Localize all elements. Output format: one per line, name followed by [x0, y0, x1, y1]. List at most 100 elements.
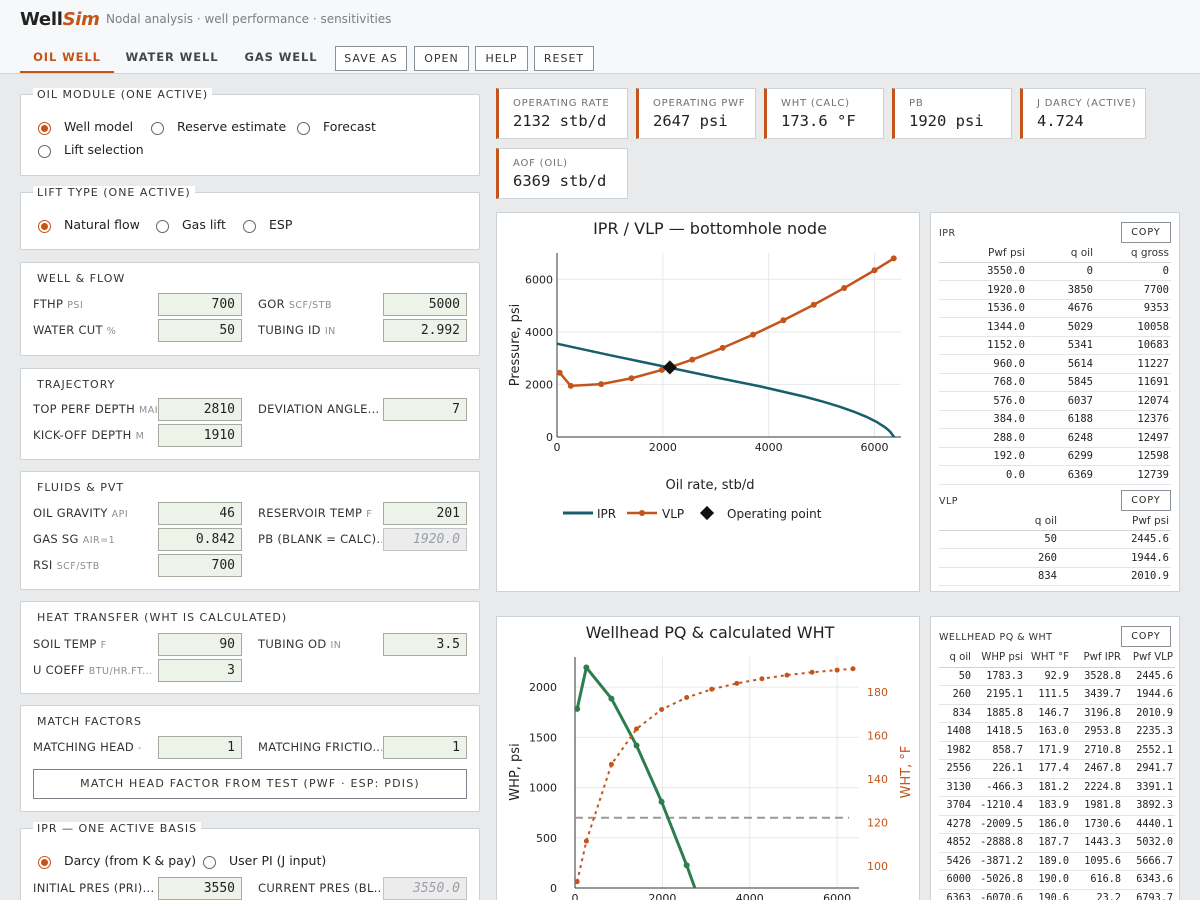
series-vlp-point	[780, 317, 786, 323]
card-label: J DARCY (ACTIVE)	[1037, 98, 1137, 109]
tubing-od-input[interactable]: 3.5	[383, 633, 467, 656]
table-cell: 12598	[1095, 447, 1171, 466]
tab-water-well[interactable]: WATER WELL	[124, 46, 220, 73]
table-cell: 1344.0	[939, 318, 1027, 337]
table-cell: 190.6	[1025, 889, 1071, 900]
table-cell: 2556	[939, 760, 973, 779]
top-perf-depth-label: TOP PERF DEPTH MAH	[33, 402, 157, 416]
deviation-angle-label: DEVIATION ANGLE...	[258, 402, 382, 416]
table-cell: 3391.1	[1123, 778, 1175, 797]
table-cell: 5029	[1027, 318, 1095, 337]
top-bar: WellSim Nodal analysis · well performanc…	[0, 0, 1200, 74]
logo-text-sim: Sim	[63, 9, 100, 30]
table-cell: 7700	[1095, 281, 1171, 300]
series-whp-point	[574, 706, 580, 712]
gor-label: GOR SCF/STB	[258, 297, 382, 311]
table-cell: 1408	[939, 723, 973, 742]
table-cell: 2467.8	[1071, 760, 1123, 779]
series-wht-point	[709, 687, 714, 692]
reservoir-temp-input[interactable]: 201	[383, 502, 467, 525]
save-as-button[interactable]: SAVE AS	[335, 46, 407, 71]
tab-oil-well[interactable]: OIL WELL	[20, 46, 114, 73]
table-row: 1920.038507700	[939, 281, 1171, 300]
tubing-id-input[interactable]: 2.992	[383, 319, 467, 342]
table-cell: 171.9	[1025, 741, 1071, 760]
table-cell: 576.0	[939, 392, 1027, 411]
table-cell: 616.8	[1071, 871, 1123, 890]
radio-dot	[243, 220, 256, 233]
y-axis-label: Pressure, psi	[508, 304, 523, 386]
table-row: 2602195.1111.53439.71944.6	[939, 686, 1175, 705]
series-wht-point	[575, 879, 580, 884]
card-wht-calc: WHT (CALC)173.6 °F	[764, 88, 884, 139]
table-row: 501783.392.93528.82445.6	[939, 667, 1175, 686]
series-whp-point	[659, 799, 665, 805]
table-cell: 226.1	[973, 760, 1025, 779]
reset-button[interactable]: RESET	[534, 46, 594, 71]
series-wht-point	[851, 666, 856, 671]
matching-friction-input[interactable]: 1	[383, 736, 467, 759]
current-pres-input[interactable]: 3550.0	[383, 877, 467, 900]
table-row: 8341885.8146.73196.82010.9	[939, 704, 1175, 723]
match-factors-panel: MATCH FACTORS MATCHING HEAD - 1 MATCHING…	[20, 705, 480, 812]
radio-label: Darcy (from K & pay)	[64, 853, 196, 868]
table-cell: 6299	[1027, 447, 1095, 466]
open-button[interactable]: OPEN	[414, 46, 469, 71]
table-cell: 0	[1095, 262, 1171, 281]
radio-label: Gas lift	[182, 217, 226, 232]
y2-tick-label: 120	[867, 817, 888, 830]
rsi-input[interactable]: 700	[158, 554, 242, 577]
matching-head-input[interactable]: 1	[158, 736, 242, 759]
col-q-oil: q oil	[939, 512, 1059, 530]
table-cell: 9353	[1095, 299, 1171, 318]
table-cell: 5614	[1027, 355, 1095, 374]
legend-vlp-marker	[639, 510, 645, 516]
u-coeff-input[interactable]: 3	[158, 659, 242, 682]
table-cell: 834	[939, 704, 973, 723]
table-cell: 0	[1027, 262, 1095, 281]
table-row: 0.0636912739	[939, 466, 1171, 485]
table-cell: 186.0	[1025, 815, 1071, 834]
table-cell: 3704	[939, 797, 973, 816]
matching-head-label: MATCHING HEAD -	[33, 740, 157, 754]
wellhead-pq-chart-panel: Wellhead PQ & calculated WHT 02000400060…	[496, 616, 920, 900]
water-cut-input[interactable]: 50	[158, 319, 242, 342]
top-perf-depth-input[interactable]: 2810	[158, 398, 242, 421]
help-button[interactable]: HELP	[475, 46, 528, 71]
match-head-factor-button[interactable]: MATCH HEAD FACTOR FROM TEST (PWF · ESP: …	[33, 769, 467, 799]
deviation-angle-input[interactable]: 7	[383, 398, 467, 421]
tab-gas-well[interactable]: GAS WELL	[242, 46, 320, 73]
gor-input[interactable]: 5000	[383, 293, 467, 316]
series-wht-point	[759, 676, 764, 681]
series-vlp-point	[811, 302, 817, 308]
kick-off-depth-input[interactable]: 1910	[158, 424, 242, 447]
pb-input[interactable]: 1920.0	[383, 528, 467, 551]
oil-gravity-input[interactable]: 46	[158, 502, 242, 525]
operating-point-marker	[663, 360, 677, 374]
vlp-table-title: VLP	[939, 496, 958, 507]
x-tick-label: 2000	[648, 892, 676, 900]
pq-table-title: WELLHEAD PQ & WHT	[939, 632, 1052, 643]
pq-table: q oil WHP psi WHT °F Pwf IPR Pwf VLP 501…	[939, 649, 1175, 900]
copy-pq-button[interactable]: COPY	[1121, 626, 1171, 647]
ipr-vlp-chart-panel: IPR / VLP — bottomhole node 020004000600…	[496, 212, 920, 592]
logo-text-well: Well	[20, 9, 63, 30]
copy-vlp-button[interactable]: COPY	[1121, 490, 1171, 511]
initial-pres-input[interactable]: 3550	[158, 877, 242, 900]
table-cell: 2010.9	[1123, 704, 1175, 723]
table-cell: -5026.8	[973, 871, 1025, 890]
series-whp-point	[608, 696, 614, 702]
app-subtitle: Nodal analysis · well performance · sens…	[106, 12, 391, 26]
y-tick-label: 1000	[529, 782, 557, 795]
y-tick-label: 6000	[525, 273, 553, 286]
soil-temp-input[interactable]: 90	[158, 633, 242, 656]
panel-title: HEAT TRANSFER (WHT IS CALCULATED)	[33, 611, 291, 624]
copy-ipr-button[interactable]: COPY	[1121, 222, 1171, 243]
table-cell: 4676	[1027, 299, 1095, 318]
fthp-input[interactable]: 700	[158, 293, 242, 316]
table-cell: -2009.5	[973, 815, 1025, 834]
table-cell: 2953.8	[1071, 723, 1123, 742]
series-vlp-line	[560, 258, 894, 385]
y2-axis-label: WHT, °F	[899, 746, 914, 799]
gas-sg-input[interactable]: 0.842	[158, 528, 242, 551]
